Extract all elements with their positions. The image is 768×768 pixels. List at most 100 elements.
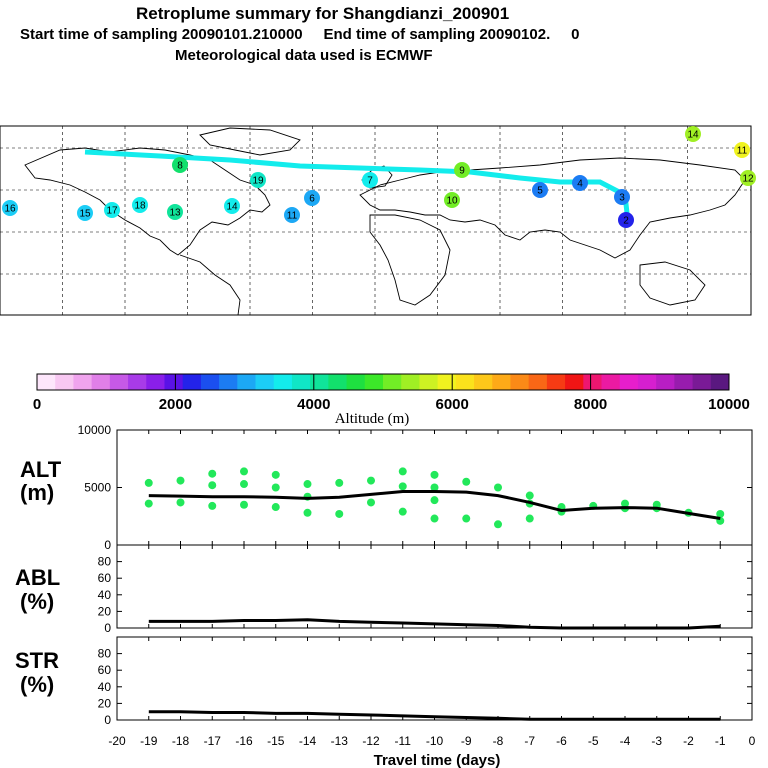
map-marker-label: 12 bbox=[742, 174, 754, 185]
map-marker bbox=[614, 189, 630, 205]
colorbar-swatch bbox=[200, 374, 220, 390]
map-marker-label: 15 bbox=[79, 209, 91, 220]
y-tick-label: 20 bbox=[98, 604, 112, 618]
x-tick-label: -19 bbox=[140, 734, 158, 748]
map-marker bbox=[104, 202, 120, 218]
alt-cluster-point bbox=[176, 498, 185, 507]
abl-panel-frame bbox=[116, 544, 753, 629]
x-tick-label: -13 bbox=[331, 734, 349, 748]
map-marker-label: 11 bbox=[287, 211, 298, 222]
map-marker-label: 7 bbox=[367, 176, 373, 187]
map-marker bbox=[284, 207, 300, 223]
colorbar-swatch bbox=[91, 374, 111, 390]
alt-cluster-point bbox=[494, 483, 502, 492]
alt-cluster-point bbox=[303, 480, 312, 489]
map-marker bbox=[454, 162, 470, 178]
x-tick-label: -14 bbox=[299, 734, 317, 748]
alt-cluster-point bbox=[430, 496, 439, 505]
colorbar-tick-label: 4000 bbox=[297, 396, 330, 413]
map-marker bbox=[734, 142, 750, 158]
colorbar-swatch bbox=[73, 374, 93, 390]
alt-cluster-point bbox=[144, 478, 153, 487]
str-series-line bbox=[148, 710, 721, 721]
map-marker-label: 19 bbox=[252, 176, 264, 187]
alt-cluster-point bbox=[367, 476, 375, 485]
alt-cluster-point bbox=[271, 470, 280, 479]
x-tick-label: -9 bbox=[461, 734, 472, 748]
colorbar-tick-label: 0 bbox=[33, 396, 41, 413]
map-marker-label: 11 bbox=[737, 146, 748, 157]
alt-cluster-point bbox=[430, 483, 439, 492]
map-marker bbox=[224, 198, 240, 214]
x-tick-label: -2 bbox=[683, 734, 694, 748]
colorbar-swatch bbox=[109, 374, 129, 390]
x-tick-label: -16 bbox=[235, 734, 253, 748]
colorbar-swatch bbox=[146, 374, 165, 390]
map-marker bbox=[362, 172, 378, 188]
y-tick-label: 20 bbox=[98, 696, 112, 710]
y-tick-label: 0 bbox=[104, 713, 111, 727]
colorbar-swatch bbox=[492, 374, 511, 390]
colorbar-tick-label: 2000 bbox=[159, 396, 192, 413]
y-tick-label: 0 bbox=[104, 538, 111, 552]
colorbar-swatch bbox=[601, 374, 621, 390]
colorbar-swatch bbox=[437, 374, 457, 390]
colorbar-swatch bbox=[401, 374, 420, 390]
colorbar-tick-label: 10000 bbox=[708, 396, 750, 413]
map-marker-label: 8 bbox=[177, 161, 183, 172]
x-axis-label: Travel time (days) bbox=[374, 752, 501, 768]
y-tick-label: 40 bbox=[98, 588, 112, 602]
y-tick-label: 5000 bbox=[84, 481, 111, 495]
alt-series-line bbox=[148, 490, 721, 520]
map-marker bbox=[167, 204, 183, 220]
x-tick-label: -6 bbox=[556, 734, 567, 748]
y-tick-label: 40 bbox=[98, 680, 112, 694]
alt-cluster-point bbox=[367, 498, 375, 507]
alt-cluster-point bbox=[335, 478, 344, 487]
abl-panel-unit: (%) bbox=[20, 589, 54, 614]
colorbar-swatch bbox=[419, 374, 439, 390]
map-marker bbox=[77, 205, 93, 221]
colorbar-swatch bbox=[692, 374, 712, 390]
y-tick-label: 10000 bbox=[78, 423, 112, 437]
met-info: Meteorological data used is ECMWF bbox=[175, 47, 433, 64]
map-marker bbox=[532, 182, 548, 198]
x-tick-label: -7 bbox=[524, 734, 535, 748]
x-tick-label: -17 bbox=[204, 734, 222, 748]
alt-cluster-point bbox=[335, 509, 344, 518]
alt-cluster-point bbox=[430, 514, 439, 523]
map-marker bbox=[740, 170, 756, 186]
colorbar-swatch bbox=[182, 374, 202, 390]
map-marker-label: 16 bbox=[4, 204, 16, 215]
x-tick-label: -4 bbox=[620, 734, 631, 748]
colorbar-swatch bbox=[474, 374, 493, 390]
y-tick-label: 60 bbox=[98, 663, 112, 677]
alt-cluster-point bbox=[494, 520, 502, 529]
map-marker-label: 10 bbox=[446, 196, 458, 207]
y-tick-label: 80 bbox=[98, 555, 112, 569]
map-marker-label: 4 bbox=[577, 179, 583, 190]
plume-path bbox=[84, 149, 631, 223]
chart-title: Retroplume summary for Shangdianzi_20090… bbox=[136, 4, 510, 23]
x-tick-label: -20 bbox=[108, 734, 126, 748]
alt-cluster-point bbox=[525, 491, 534, 500]
colorbar-swatch bbox=[37, 374, 56, 390]
colorbar-swatch bbox=[583, 374, 603, 390]
map-marker bbox=[618, 212, 634, 228]
str-panel-unit: (%) bbox=[20, 672, 54, 697]
plume-track bbox=[84, 149, 631, 223]
sampling-info: Start time of sampling 20090101.210000 E… bbox=[20, 26, 580, 43]
colorbar-tick-label: 6000 bbox=[436, 396, 469, 413]
map-marker-label: 14 bbox=[226, 202, 238, 213]
colorbar-swatch bbox=[674, 374, 694, 390]
colorbar-tick-label: 8000 bbox=[574, 396, 607, 413]
colorbar-swatch bbox=[364, 374, 384, 390]
colorbar-swatch bbox=[637, 374, 657, 390]
colorbar-swatch bbox=[346, 374, 366, 390]
alt-cluster-point bbox=[208, 501, 217, 510]
colorbar-swatch bbox=[164, 374, 184, 390]
map-marker bbox=[572, 175, 588, 191]
colorbar-swatch bbox=[291, 374, 311, 390]
alt-cluster-point bbox=[208, 481, 217, 490]
